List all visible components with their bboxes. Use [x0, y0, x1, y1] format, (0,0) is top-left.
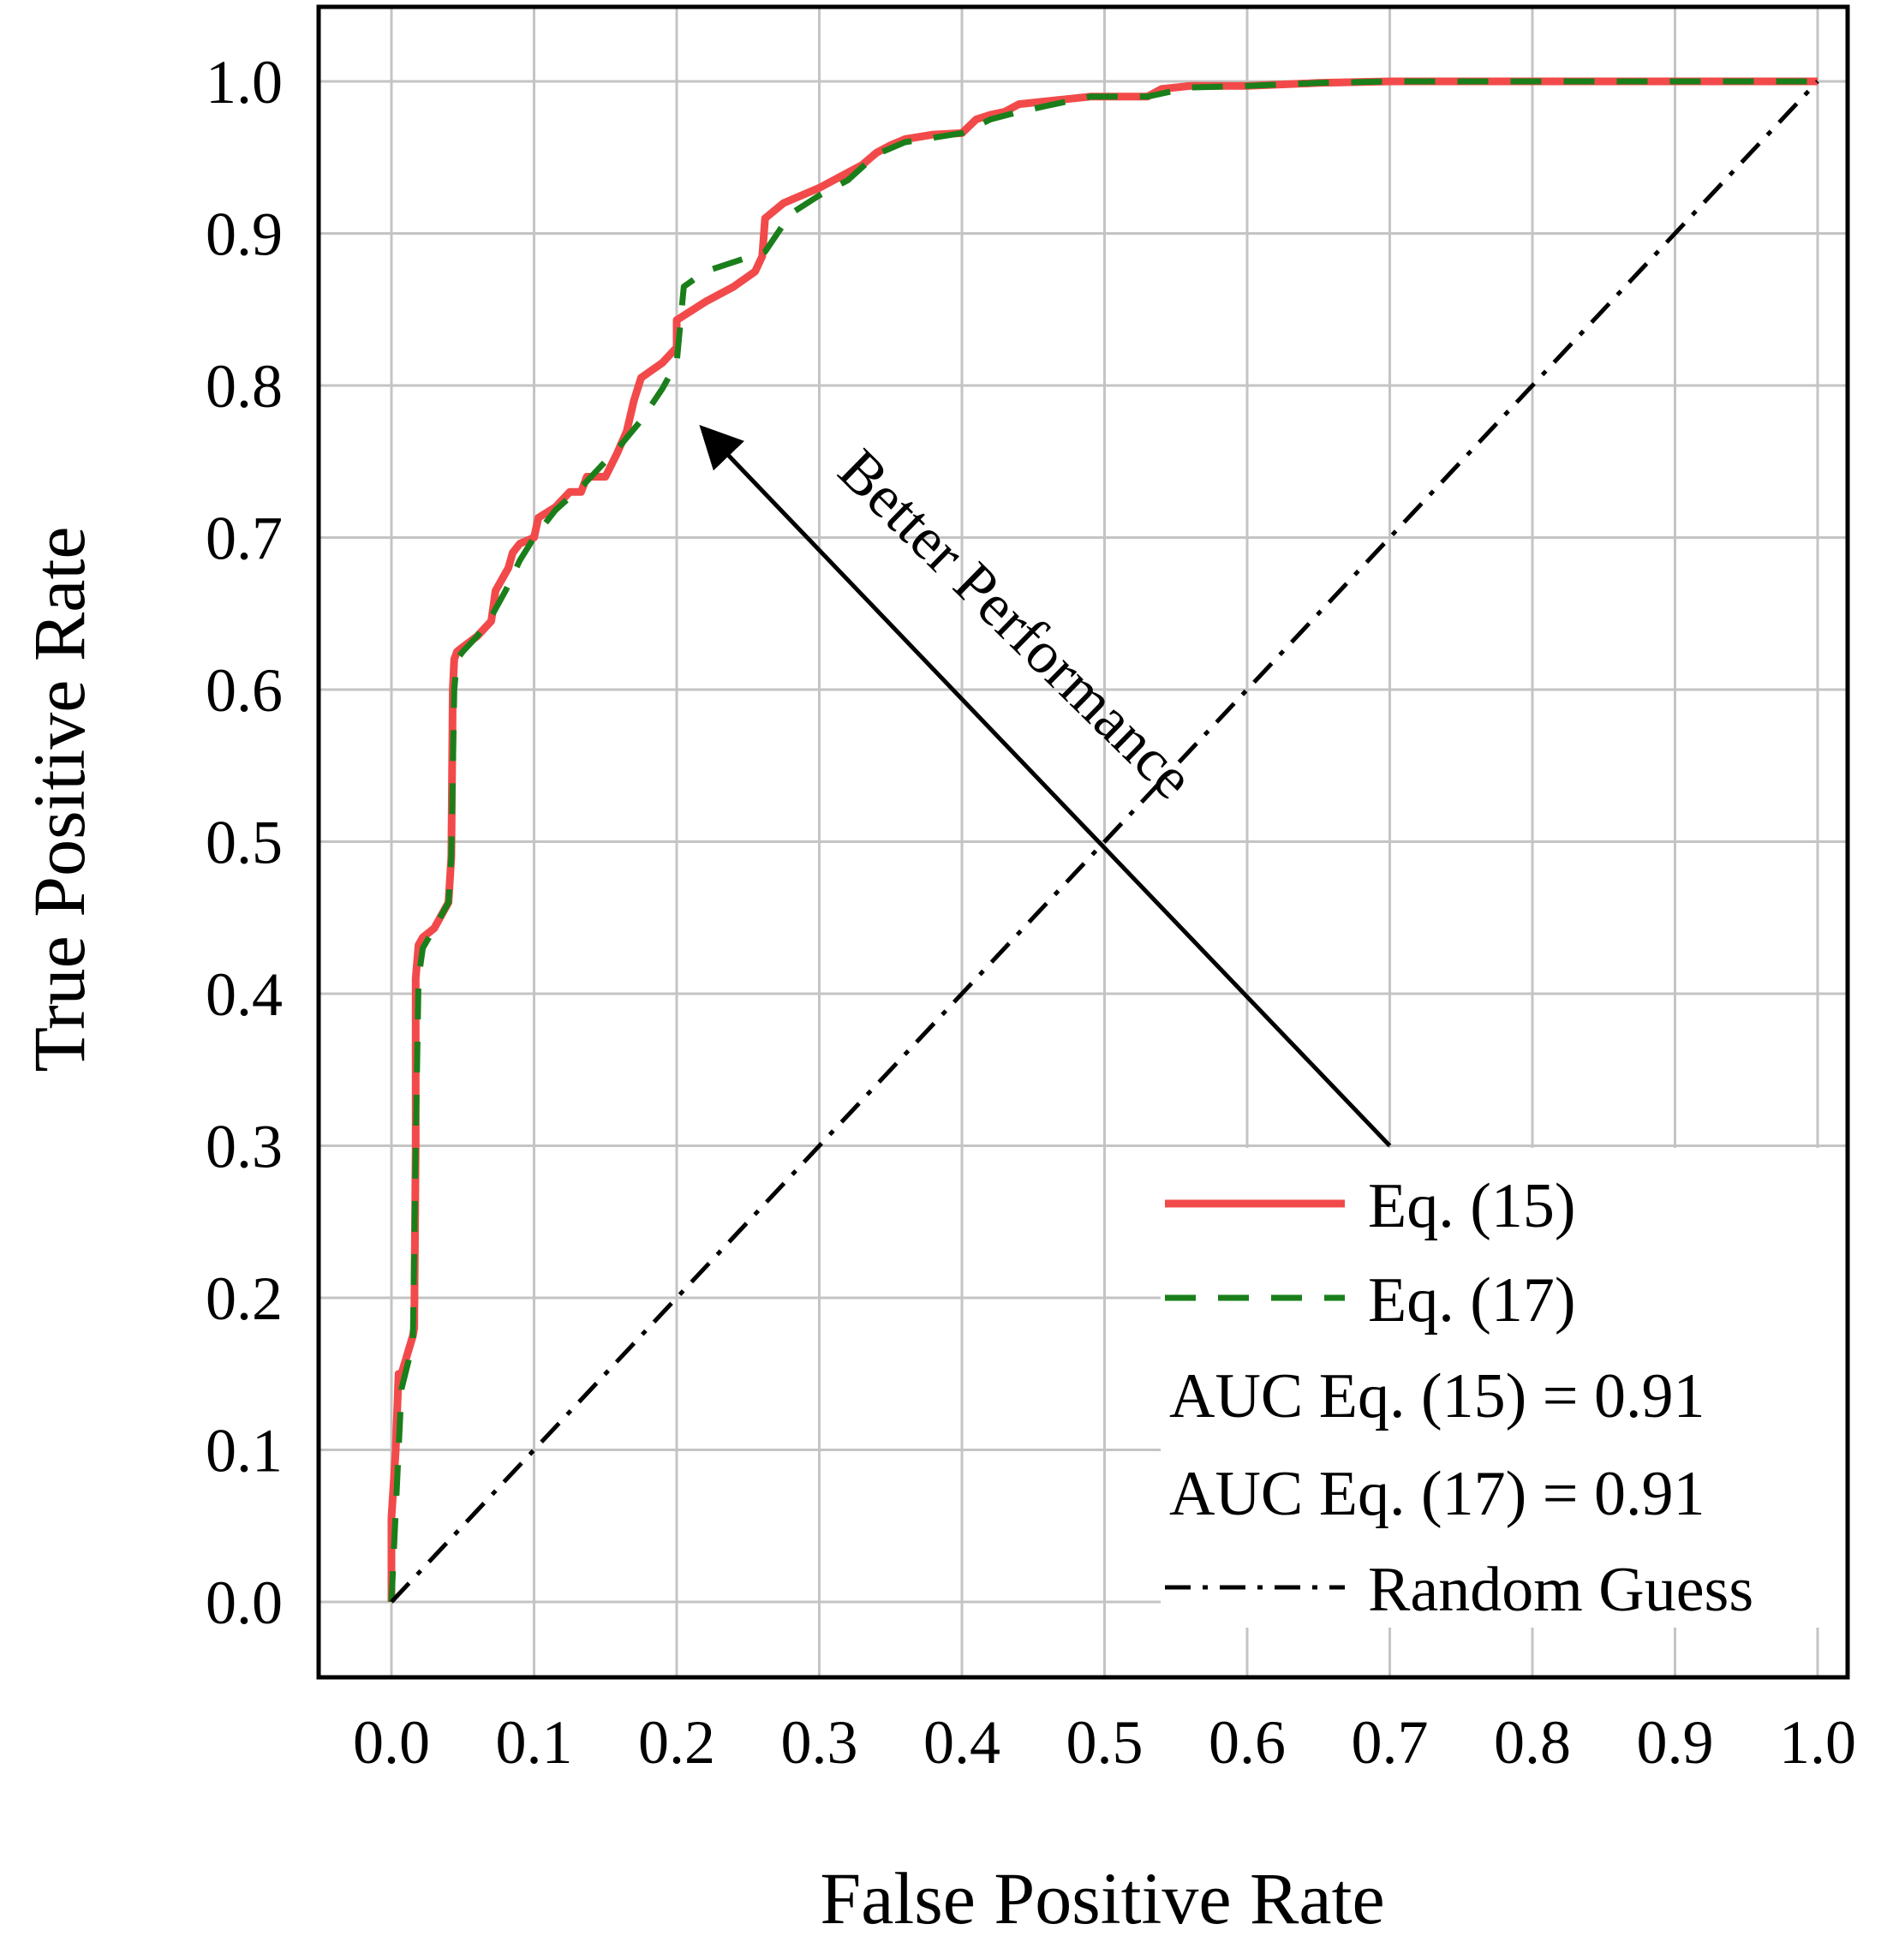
legend-label: Random Guess	[1368, 1555, 1753, 1625]
legend-label: AUC Eq. (15) = 0.91	[1169, 1361, 1705, 1431]
y-tick-label: 0.1	[206, 1417, 283, 1485]
series-layer	[387, 77, 1819, 1604]
y-tick-label: 0.8	[206, 352, 283, 421]
x-tick-label: 0.7	[1352, 1708, 1429, 1777]
x-tick-label: 0.6	[1209, 1708, 1286, 1777]
legend-label: AUC Eq. (17) = 0.91	[1169, 1459, 1705, 1529]
tick-labels: 0.0 0.1 0.2 0.3 0.4 0.5 0.6 0.7 0.8 0.9 1.0 0.0 0.1 0…	[206, 48, 1856, 1777]
x-tick-label: 0.2	[638, 1708, 715, 1777]
y-tick-label: 0.0	[206, 1569, 283, 1637]
legend-box	[1161, 1148, 1848, 1628]
y-tick-label: 0.5	[206, 809, 283, 877]
x-tick-label: 0.1	[496, 1708, 573, 1777]
y-tick-label: 0.6	[206, 656, 283, 725]
y-tick-label: 0.4	[206, 960, 283, 1029]
x-tick-label: 0.8	[1494, 1708, 1571, 1777]
x-tick-label: 0.4	[923, 1708, 1000, 1777]
series-line-random-guess	[390, 80, 1819, 1604]
legend-label: Eq. (17)	[1368, 1265, 1576, 1336]
annotation-arrow	[699, 425, 1392, 1148]
x-tick-label: 0.9	[1637, 1708, 1714, 1777]
plot-frame	[316, 4, 1850, 1680]
y-tick-label: 1.0	[206, 48, 283, 117]
x-axis-title: False Positive Rate	[820, 1857, 1384, 1939]
x-tick-label: 0.3	[781, 1708, 858, 1777]
legend: Eq. (15) Eq. (17) AUC Eq. (15) = 0.91 AUC E…	[1161, 1148, 1848, 1628]
series-line-eq-17	[388, 78, 1818, 1603]
y-tick-label: 0.9	[206, 200, 283, 269]
y-tick-label: 0.3	[206, 1113, 283, 1181]
x-tick-label: 0.5	[1066, 1708, 1144, 1777]
y-tick-label: 0.2	[206, 1264, 283, 1333]
y-tick-label: 0.7	[206, 505, 283, 573]
series-line-eq-15	[387, 77, 1818, 1602]
y-axis-title: True Positive Rate	[18, 526, 100, 1072]
x-tick-label: 1.0	[1779, 1708, 1856, 1777]
x-tick-label: 0.0	[353, 1708, 430, 1777]
legend-label: Eq. (15)	[1368, 1171, 1576, 1241]
